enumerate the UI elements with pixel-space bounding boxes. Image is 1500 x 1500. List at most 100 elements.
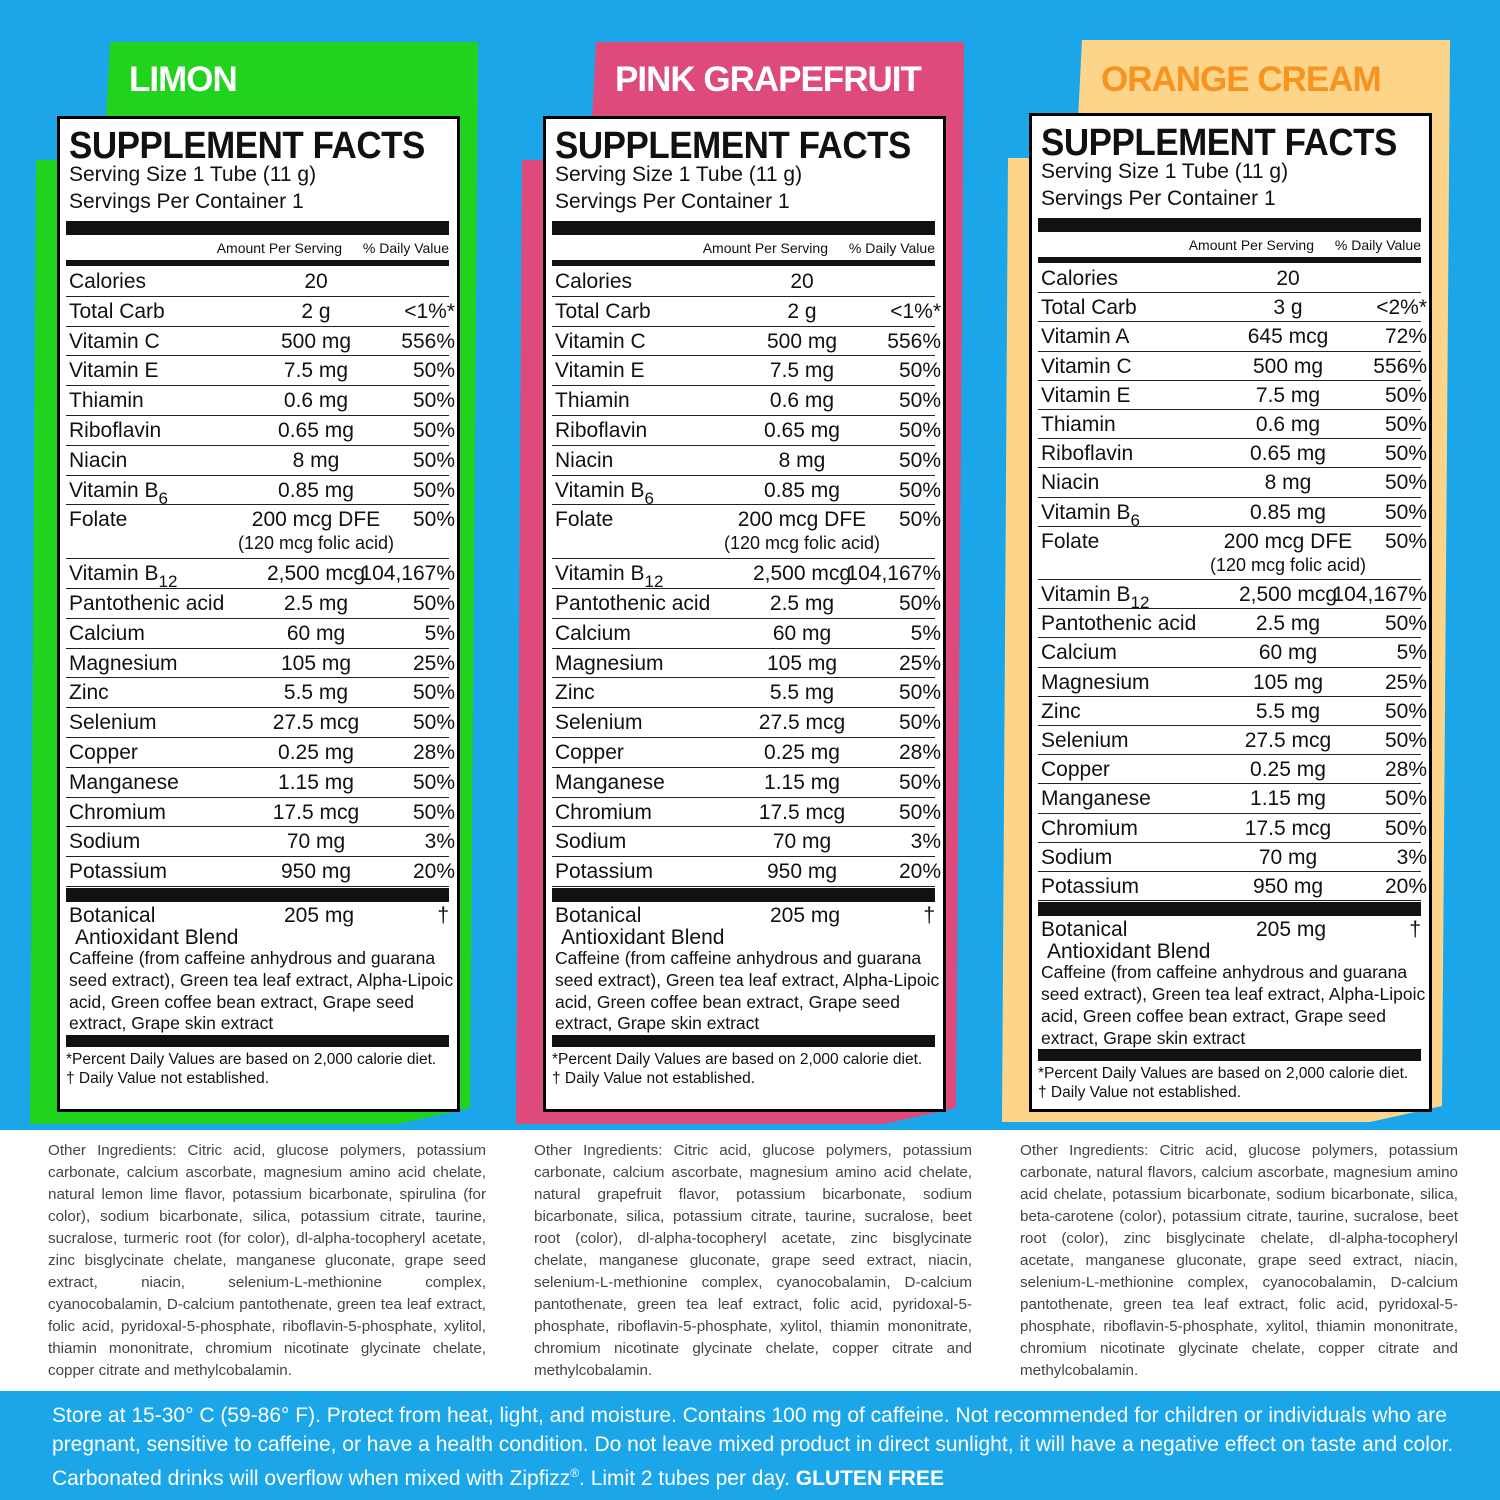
daily-value: 5% [424, 621, 455, 645]
name-text: Thiamin [1041, 413, 1116, 436]
daily-value: 28% [1384, 758, 1427, 782]
daily-value: 25% [412, 651, 455, 675]
nutrient-name: Vitamin C [555, 330, 646, 354]
amount: 27.5 mcg [758, 711, 846, 735]
amount: 0.85 mg [278, 478, 354, 502]
nutrient-row: Calories 20 [552, 267, 935, 297]
amount: 17.5 mcg [758, 800, 846, 824]
nutrient-name: Vitamin B12 [1041, 583, 1149, 612]
daily-value: 28% [898, 741, 941, 764]
name-text: Vitamin E [69, 359, 159, 383]
nutrient-name: Vitamin B6 [555, 479, 654, 508]
name-text: Calcium [1041, 641, 1117, 665]
name-text: Vitamin C [69, 329, 160, 353]
heading: SUPPLEMENT FACTS [69, 125, 425, 167]
name-text: Vitamin A [1041, 325, 1130, 349]
nutrient-row: Folate 200 mcg DFE 50% (120 mcg folic acid) [66, 505, 455, 560]
name-text: Manganese [1041, 787, 1151, 811]
supplement-facts: SUPPLEMENT FACTS Serving Size 1 Tube (11 … [1029, 113, 1432, 1112]
daily-value: 50% [412, 681, 455, 705]
name-text: Vitamin B [69, 478, 159, 502]
footnote: † Daily Value not established. [552, 1070, 756, 1087]
nutrient-row: Vitamin B6 0.85 mg 50% [1038, 498, 1427, 530]
nutrient-row: Pantothenic acid 2.5 mg 50% [1038, 609, 1427, 639]
amount: 17.5 mcg [1244, 816, 1332, 840]
daily-value: 104,167% [1332, 583, 1427, 606]
name-text: Calories [1041, 267, 1119, 290]
daily-value: 104,167% [846, 562, 941, 586]
amount: 27.5 mcg [1244, 729, 1332, 752]
daily-value: 50% [1384, 612, 1427, 636]
daily-value: 50% [1384, 413, 1427, 436]
storage-limit: . Limit 2 tubes per day. [579, 1467, 790, 1490]
serving-size: Serving Size 1 Tube (11 g) [1041, 160, 1289, 183]
amount-header: Amount Per Serving [1188, 237, 1314, 253]
nutrient-name: Vitamin C [69, 330, 160, 354]
amount: 0.25 mg [1250, 758, 1326, 782]
nutrient-row: Selenium 27.5 mcg 50% [1038, 726, 1427, 756]
nutrient-row: Riboflavin 0.65 mg 50% [552, 416, 941, 446]
nutrient-row: Potassium 950 mg 20% [66, 857, 455, 887]
nutrient-row: Zinc 5.5 mg 50% [66, 678, 455, 709]
footnote: † Daily Value not established. [66, 1070, 270, 1087]
amount: 2 g [301, 299, 331, 323]
amount: 0.6 mg [283, 389, 349, 413]
nutrient-name: Pantothenic acid [1041, 612, 1196, 636]
nutrient-name: Zinc [1041, 700, 1081, 724]
name-text: Calories [555, 270, 633, 293]
name-text: Total Carb [1041, 296, 1137, 320]
name-text: Vitamin B [1041, 500, 1131, 524]
footnote: *Percent Daily Values are based on 2,000… [66, 1051, 437, 1068]
nutrient-row: Copper 0.25 mg 28% [1038, 755, 1427, 785]
amount: 2,500 mcg [752, 562, 852, 586]
name-text: Pantothenic acid [1041, 612, 1197, 636]
amount: 27.5 mcg [272, 711, 360, 735]
amount: 0.25 mg [278, 741, 354, 764]
nutrient-row: Vitamin B12 2,500 mcg 104,167% [552, 559, 941, 591]
daily-value: 50% [1384, 383, 1427, 407]
amount: 500 mg [280, 329, 352, 353]
daily-value: 50% [1384, 699, 1427, 723]
name-text: Zinc [1041, 699, 1081, 723]
blend-description: Caffeine (from caffeine anhydrous and gu… [69, 948, 454, 1034]
nutrient-row: Vitamin B12 2,500 mcg 104,167% [66, 559, 455, 591]
nutrient-row: Vitamin B12 2,500 mcg 104,167% [1038, 580, 1427, 612]
nutrient-row: Vitamin E 7.5 mg 50% [66, 356, 455, 387]
name-text: Folate [1041, 529, 1100, 553]
serving-size: Serving Size 1 Tube (11 g) [69, 163, 317, 186]
nutrient-name: Manganese [555, 771, 665, 795]
nutrient-row: Riboflavin 0.65 mg 50% [66, 416, 455, 446]
amount: 2,500 mcg [266, 562, 366, 586]
name-text: Magnesium [555, 651, 664, 675]
nutrient-row: Magnesium 105 mg 25% [552, 649, 941, 679]
amount: 200 mcg DFE [1223, 529, 1353, 553]
amount: 950 mg [766, 860, 838, 884]
rule [552, 888, 935, 902]
nutrient-name: Vitamin E [69, 359, 159, 383]
amount: 17.5 mcg [272, 800, 360, 824]
nutrient-name: Niacin [1041, 471, 1099, 495]
nutrient-row: Magnesium 105 mg 25% [66, 649, 455, 679]
nutrient-row: Calcium 60 mg 5% [552, 619, 941, 649]
amount: 2.5 mg [1255, 612, 1321, 636]
amount: 500 mg [766, 329, 838, 353]
nutrient-row: Niacin 8 mg 50% [552, 446, 941, 476]
nutrient-row: Riboflavin 0.65 mg 50% [1038, 439, 1427, 469]
amount: 0.6 mg [1255, 413, 1321, 436]
daily-value: 50% [412, 448, 455, 472]
nutrient-name: Total Carb [555, 300, 651, 324]
amount: 0.85 mg [1250, 500, 1326, 524]
amount: 500 mg [1252, 354, 1324, 378]
name-text: Calcium [69, 621, 145, 645]
nutrient-name: Copper [69, 741, 138, 765]
blend-name: Botanical [69, 904, 156, 927]
gluten-free: GLUTEN FREE [795, 1467, 944, 1490]
nutrient-name: Riboflavin [1041, 442, 1133, 466]
dv-header: % Daily Value [362, 240, 449, 256]
storage-body: Store at 15-30° C (59-86° F). Protect fr… [52, 1404, 1454, 1490]
nutrient-row: Thiamin 0.6 mg 50% [552, 386, 941, 416]
nutrient-name: Chromium [1041, 817, 1138, 841]
nutrient-row: Selenium 27.5 mcg 50% [66, 708, 455, 738]
nutrient-row: Total Carb 3 g <2%* [1038, 293, 1427, 323]
daily-value: 50% [412, 800, 455, 824]
